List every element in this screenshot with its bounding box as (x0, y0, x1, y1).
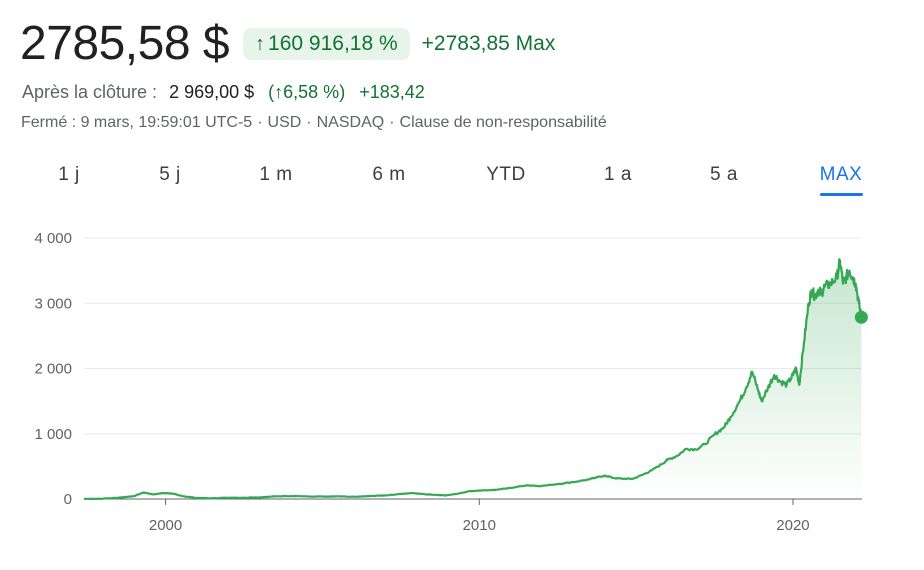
current-price-marker (854, 310, 868, 324)
tab-ytd[interactable]: YTD (486, 164, 526, 185)
x-axis-ticks: 2000 2010 2020 (149, 499, 810, 534)
after-hours-price: 2 969,00 $ (169, 82, 255, 102)
tab-max[interactable]: MAX (819, 164, 863, 185)
active-tab-indicator (820, 193, 863, 196)
absolute-change: +2783,85 Max (421, 32, 556, 55)
after-hours-percent: (↑6,58 %) (268, 82, 346, 102)
after-hours-change: +183,42 (359, 82, 425, 102)
y-tick-label: 1 000 (34, 426, 72, 443)
y-axis-ticks: 0 1 000 2 000 3 000 4 000 (34, 230, 72, 508)
market-meta: Fermé : 9 mars, 19:59:01 UTC-5 · USD · NASDA… (21, 114, 607, 131)
last-point (854, 310, 868, 324)
price-chart[interactable]: 0 1 000 2 000 3 000 4 000 2000 2010 2020 (0, 220, 924, 540)
tab-5d[interactable]: 5 j (159, 164, 181, 185)
after-hours-percent-value: 6,58 % (283, 82, 340, 102)
price-line (83, 258, 863, 500)
x-tick-label: 2000 (149, 517, 182, 534)
range-tabs: 1 j 5 j 1 m 6 m YTD 1 a 5 a MAX (0, 164, 924, 204)
price-area-fill (84, 259, 862, 499)
current-price: 2785,58 $ (20, 17, 230, 70)
x-tick-label: 2020 (776, 517, 809, 534)
tab-1y[interactable]: 1 a (604, 164, 632, 185)
percent-change-badge: ↑ 160 916,18 % (243, 28, 410, 60)
arrow-up-icon: ↑ (255, 32, 266, 55)
currency: USD (267, 114, 302, 131)
exchange: NASDAQ (316, 114, 385, 131)
tab-5y[interactable]: 5 a (710, 164, 738, 185)
after-hours-row: Après la clôture : 2 969,00 $ (↑6,58 %) … (22, 82, 425, 103)
price-header: 2785,58 $ ↑ 160 916,18 % +2783,85 Max (20, 16, 555, 72)
disclaimer-link[interactable]: Clause de non-responsabilité (399, 114, 607, 131)
tab-6m[interactable]: 6 m (372, 164, 406, 185)
tab-1m[interactable]: 1 m (259, 164, 293, 185)
y-tick-label: 3 000 (34, 295, 72, 312)
closed-timestamp: Fermé : 9 mars, 19:59:01 UTC-5 (21, 114, 253, 131)
y-tick-label: 0 (64, 491, 72, 508)
tab-1d[interactable]: 1 j (58, 164, 80, 185)
price-area (84, 259, 862, 499)
percent-change-value: 160 916,18 % (268, 32, 398, 55)
price-series (83, 258, 863, 500)
y-tick-label: 2 000 (34, 361, 72, 378)
y-tick-label: 4 000 (34, 230, 72, 247)
after-hours-label: Après la clôture : (22, 82, 158, 102)
x-tick-label: 2010 (463, 517, 496, 534)
arrow-up-icon: ↑ (274, 82, 284, 102)
